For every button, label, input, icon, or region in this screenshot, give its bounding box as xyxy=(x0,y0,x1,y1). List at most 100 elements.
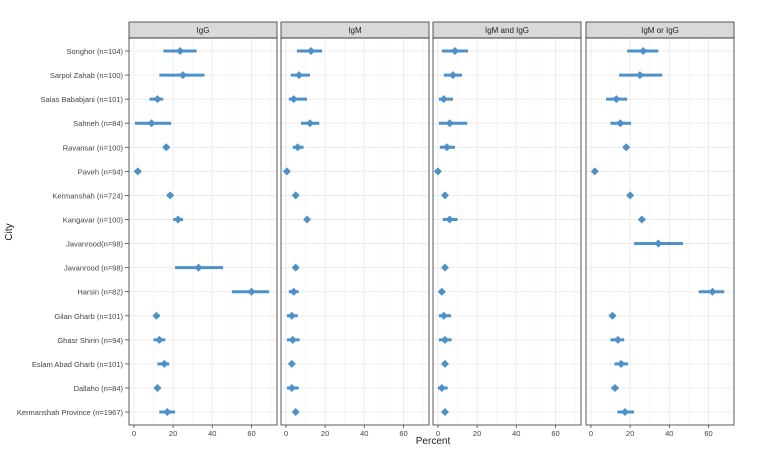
point-estimate xyxy=(247,287,256,296)
x-tick-label: 40 xyxy=(360,429,368,438)
point-estimate xyxy=(155,335,164,344)
point-estimate xyxy=(293,143,302,152)
panel-title: IgM xyxy=(348,26,362,35)
panel-border xyxy=(585,37,735,426)
point-estimate xyxy=(163,408,172,417)
x-tick-label: 40 xyxy=(208,429,216,438)
y-tick-label: Paveh (n=94) xyxy=(78,167,124,176)
y-tick-label: Songhor (n=104) xyxy=(67,47,124,56)
x-tick-label: 20 xyxy=(169,429,177,438)
point-estimate xyxy=(282,167,291,176)
point-estimate xyxy=(626,191,635,200)
point-estimate xyxy=(303,215,312,224)
point-estimate xyxy=(635,71,644,80)
point-estimate xyxy=(295,71,304,80)
panel-title: IgM or IgG xyxy=(641,26,679,35)
y-tick-label: Sahneh (n=84) xyxy=(73,119,123,128)
point-estimate xyxy=(440,263,449,272)
panel-title: IgG xyxy=(197,26,210,35)
panel-border xyxy=(280,37,430,426)
y-tick-label: Eslam Abad Gharb (n=101) xyxy=(32,360,124,369)
point-estimate xyxy=(152,311,161,320)
point-estimate xyxy=(291,408,300,417)
point-estimate xyxy=(194,263,203,272)
panel-igm-and-igg: IgM and IgG 0 20 40 60 xyxy=(432,21,582,438)
point-estimate xyxy=(437,287,446,296)
panel-igm: IgM 0 20 40 60 xyxy=(280,21,430,438)
point-estimate xyxy=(133,167,142,176)
point-estimate xyxy=(445,215,454,224)
x-tick-label: 60 xyxy=(399,429,407,438)
point-estimate xyxy=(622,143,631,152)
point-estimate xyxy=(439,95,448,104)
point-estimate xyxy=(306,119,315,128)
point-estimate xyxy=(621,408,630,417)
point-estimate xyxy=(448,71,457,80)
panel-igg: IgG 0 20 40 60 xyxy=(128,21,278,438)
x-tick-label: 60 xyxy=(247,429,255,438)
panel-border xyxy=(432,37,582,426)
x-tick-label: 40 xyxy=(512,429,520,438)
point-estimate xyxy=(176,47,185,55)
point-estimate xyxy=(291,191,300,200)
y-axis-title: City xyxy=(4,223,15,240)
point-estimate xyxy=(437,383,446,392)
point-estimate xyxy=(439,311,448,320)
x-tick-label: 0 xyxy=(436,429,440,438)
x-axis-title: Percent xyxy=(416,436,451,447)
y-tick-label: Kermanshah Province (n=1967) xyxy=(17,408,124,417)
point-estimate xyxy=(288,335,297,344)
y-tick-label: Ghasr Shirin (n=94) xyxy=(57,336,123,345)
point-estimate xyxy=(445,119,454,128)
point-estimate xyxy=(306,47,315,55)
point-estimate xyxy=(287,359,296,368)
y-tick-label: Ravansar (n=100) xyxy=(63,143,124,152)
point-estimate xyxy=(287,311,296,320)
point-estimate xyxy=(613,335,622,344)
y-tick-label: Javanrood(n=98) xyxy=(66,240,123,249)
x-tick-label: 0 xyxy=(284,429,288,438)
x-tick-label: 20 xyxy=(626,429,634,438)
x-tick-label: 0 xyxy=(589,429,593,438)
point-estimate xyxy=(637,215,646,224)
point-estimate xyxy=(440,408,449,417)
point-estimate xyxy=(612,95,621,104)
point-estimate xyxy=(440,335,449,344)
x-tick-label: 40 xyxy=(665,429,673,438)
point-estimate xyxy=(442,143,451,152)
point-estimate xyxy=(617,359,626,368)
x-tick-label: 60 xyxy=(704,429,712,438)
point-estimate xyxy=(160,359,169,368)
x-tick-label: 20 xyxy=(473,429,481,438)
x-tick-label: 20 xyxy=(321,429,329,438)
y-tick-label: Gilan Gharb (n=101) xyxy=(54,312,123,321)
point-estimate xyxy=(289,95,298,104)
point-estimate xyxy=(174,215,183,224)
panel-title: IgM and IgG xyxy=(485,26,529,35)
point-estimate xyxy=(289,287,298,296)
y-tick-label: Dallaho (n=84) xyxy=(74,384,124,393)
point-estimate xyxy=(590,167,599,176)
y-tick-label: Kermanshah (n=724) xyxy=(52,191,123,200)
y-tick-label: Salas Bababjani (n=101) xyxy=(41,95,124,104)
point-estimate xyxy=(639,47,648,55)
point-estimate xyxy=(440,191,449,200)
point-estimate xyxy=(654,239,663,248)
point-estimate xyxy=(608,311,617,320)
point-estimate xyxy=(153,95,162,104)
y-tick-label: Harsin (n=82) xyxy=(77,288,123,297)
y-tick-label: Javanrood (n=98) xyxy=(64,264,123,273)
panel-border xyxy=(128,37,278,426)
y-tick-label: Kangavar (n=100) xyxy=(63,215,124,224)
point-estimate xyxy=(616,119,625,128)
y-tick-label: Sarpol Zahab (n=100) xyxy=(50,71,124,80)
point-estimate xyxy=(147,119,156,128)
point-estimate xyxy=(287,383,296,392)
point-estimate xyxy=(153,383,162,392)
point-estimate xyxy=(166,191,175,200)
panel-igm-or-igg: IgM or IgG 0 20 40 60 xyxy=(585,21,735,438)
point-estimate xyxy=(440,359,449,368)
point-estimate xyxy=(291,263,300,272)
point-estimate xyxy=(162,143,171,152)
